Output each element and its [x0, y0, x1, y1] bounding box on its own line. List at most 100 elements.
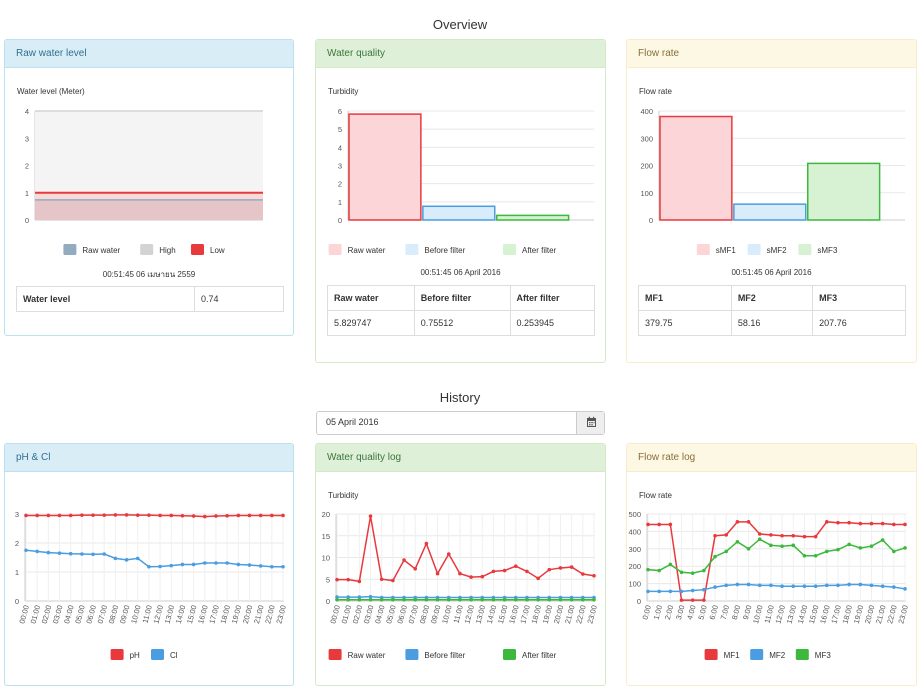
legend-label: Before filter [424, 246, 465, 255]
data-point [869, 544, 874, 548]
data-point [892, 549, 896, 554]
legend-swatch [140, 244, 154, 255]
data-point [458, 597, 462, 602]
x-tick-label: 6:00 [708, 604, 720, 620]
date-input[interactable] [326, 417, 566, 427]
data-point [903, 522, 907, 527]
ph-cl-panel: pH & Cl 0 1 2 3 00:00 01:00 02:00 03:00 04:00 05:… [4, 443, 294, 686]
data-point [757, 537, 762, 542]
data-point [558, 597, 563, 602]
data-point [435, 597, 440, 602]
table-cell: 5.829747 [327, 310, 415, 336]
data-point [236, 562, 241, 567]
data-point [903, 546, 907, 550]
y-tick-label: 0 [649, 216, 653, 225]
y-tick-label: 5 [338, 125, 342, 134]
y-tick-label: 0 [25, 216, 29, 225]
data-point [757, 583, 762, 588]
y-tick-label: 5 [326, 575, 330, 584]
series-line [647, 538, 906, 574]
data-point [847, 582, 851, 587]
chart-caption: Flow rate [639, 491, 672, 500]
bar [348, 113, 422, 221]
data-point [668, 562, 673, 567]
data-point [869, 583, 874, 588]
legend-label: sMF2 [767, 246, 788, 255]
data-point [225, 561, 229, 565]
data-point [690, 588, 695, 593]
y-tick-label: 3 [25, 134, 29, 143]
data-point [668, 522, 673, 527]
table-header: Before filter [413, 285, 511, 311]
x-tick-label: 3:00 [674, 604, 686, 620]
chart-caption: Flow rate [639, 87, 672, 96]
legend-swatch [696, 244, 710, 255]
data-point [258, 564, 263, 568]
data-point [824, 583, 829, 588]
y-tick-label: 3 [15, 510, 19, 519]
date-picker [316, 411, 605, 435]
data-point [746, 547, 751, 551]
table-cell: 0.253945 [509, 310, 596, 336]
legend-label: sMF1 [716, 246, 737, 255]
data-point [903, 587, 907, 591]
data-point [91, 513, 95, 517]
y-tick-label: 4 [25, 107, 29, 116]
legend-swatch [110, 649, 124, 660]
x-tick-label: 1:00 [652, 604, 664, 620]
data-point [858, 582, 863, 587]
data-point [169, 563, 174, 568]
data-point [124, 558, 129, 562]
y-tick-label: 300 [640, 134, 653, 143]
data-point [424, 541, 429, 546]
data-point [724, 583, 729, 588]
series-line [25, 549, 283, 568]
ph-cl-chart: 012300:0001:0002:0003:0004:0005:0006:000… [15, 510, 288, 660]
y-tick-label: 500 [628, 510, 641, 519]
y-tick-label: 300 [628, 545, 641, 554]
calendar-button[interactable] [576, 412, 604, 434]
data-point [180, 513, 185, 518]
data-point [581, 572, 585, 576]
data-point [735, 540, 740, 544]
y-tick-label: 10 [322, 554, 330, 563]
data-point [68, 513, 73, 518]
panel-heading: pH & Cl [5, 444, 293, 472]
data-point [281, 513, 285, 518]
legend-label: MF1 [724, 651, 741, 660]
data-point [357, 597, 362, 602]
data-point [480, 574, 485, 579]
data-point [858, 546, 863, 550]
data-point [147, 564, 151, 569]
bar [806, 162, 881, 221]
data-point [646, 567, 650, 572]
data-point [513, 564, 518, 568]
data-point [258, 513, 263, 518]
data-point [769, 533, 773, 537]
data-point [80, 552, 84, 556]
legend-swatch [63, 244, 77, 255]
legend-label: After filter [522, 651, 557, 660]
data-point [346, 597, 350, 602]
timestamp: 00:51:45 06 April 2016 [731, 268, 812, 277]
data-point [690, 598, 695, 602]
data-point [169, 513, 174, 518]
series-line [648, 583, 906, 593]
table-cell: 207.76 [812, 310, 906, 336]
y-tick-label: 2 [25, 162, 29, 171]
data-point [757, 532, 762, 536]
data-point [847, 520, 851, 525]
legend-swatch [795, 649, 809, 660]
table-header: MF3 [812, 285, 906, 311]
panel-heading: Flow rate [627, 40, 916, 68]
x-tick-label: 0:00 [640, 604, 652, 620]
legend-swatch [328, 244, 342, 255]
x-tick-label: 9:00 [741, 604, 753, 620]
data-point [791, 543, 796, 548]
data-point [379, 577, 384, 582]
data-point [57, 513, 62, 518]
y-tick-label: 200 [628, 562, 641, 571]
legend-swatch [750, 649, 764, 660]
legend-swatch [503, 244, 516, 255]
data-point [180, 562, 185, 567]
